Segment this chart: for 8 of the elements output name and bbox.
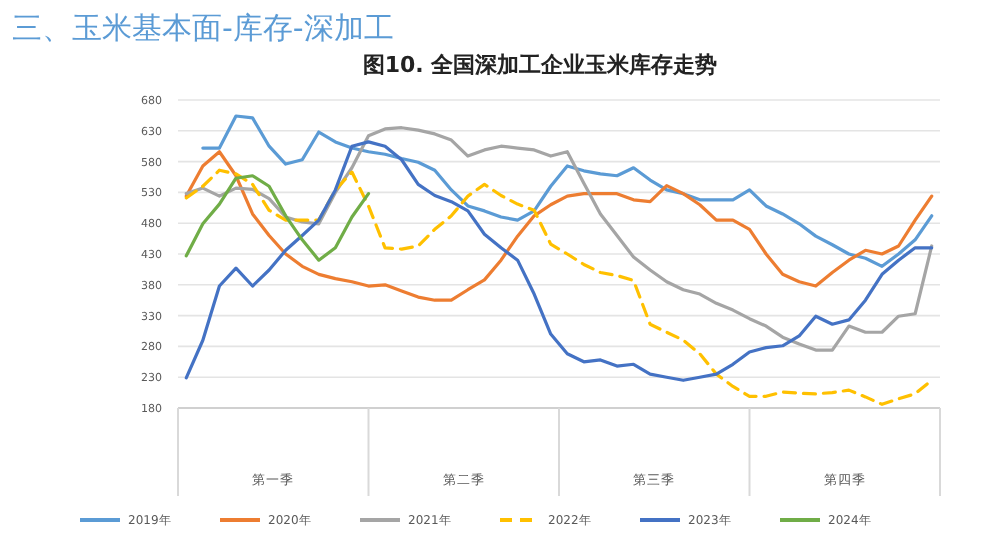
chart-title: 图10. 全国深加工企业玉米库存走势 — [362, 52, 718, 78]
line-series — [184, 168, 934, 406]
line-series — [201, 114, 934, 268]
chart-subtitle: 三、玉米基本面-库存-深加工 — [12, 10, 394, 46]
line-series — [184, 140, 934, 382]
line-series — [184, 150, 934, 302]
line-series — [184, 174, 371, 262]
line-series — [184, 126, 934, 352]
